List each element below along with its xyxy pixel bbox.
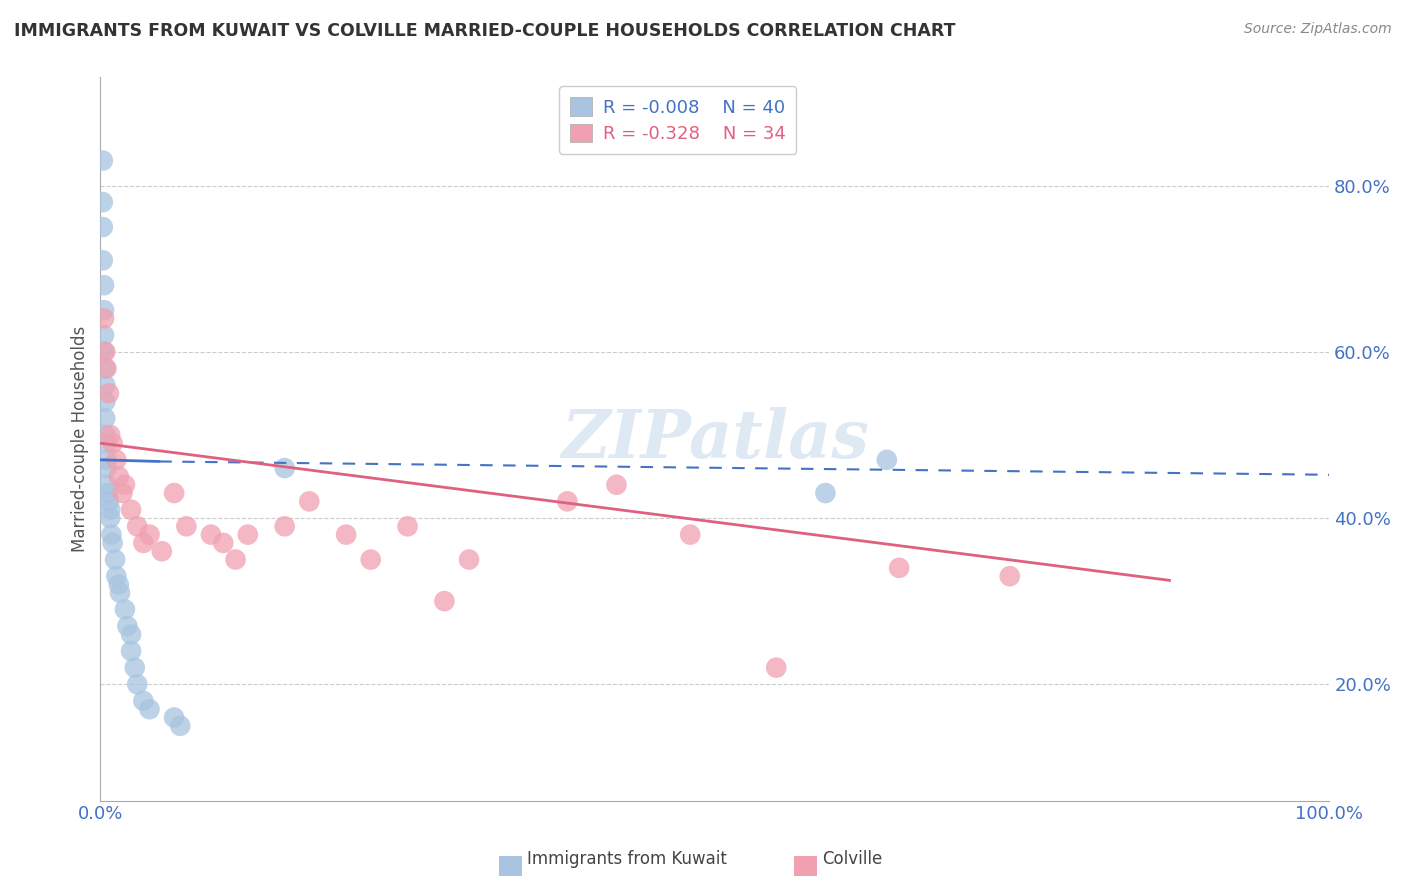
Point <box>876 452 898 467</box>
Point <box>98 511 121 525</box>
Point <box>96 361 118 376</box>
Point <box>111 486 134 500</box>
Point <box>93 344 115 359</box>
Point <box>94 361 117 376</box>
Point <box>132 536 155 550</box>
Point <box>176 519 198 533</box>
Point <box>273 461 295 475</box>
Point <box>96 477 118 491</box>
Point <box>91 220 114 235</box>
Point <box>91 153 114 168</box>
Point <box>150 544 173 558</box>
Point <box>120 627 142 641</box>
Point <box>96 436 118 450</box>
Point <box>100 527 122 541</box>
Point <box>605 477 627 491</box>
Point <box>273 519 295 533</box>
Point <box>98 428 121 442</box>
Point <box>98 502 121 516</box>
Point <box>225 552 247 566</box>
Point <box>298 494 321 508</box>
Point <box>97 494 120 508</box>
Point <box>127 519 149 533</box>
Text: Source: ZipAtlas.com: Source: ZipAtlas.com <box>1244 22 1392 37</box>
Point <box>335 527 357 541</box>
Text: Immigrants from Kuwait: Immigrants from Kuwait <box>527 850 727 868</box>
Point <box>433 594 456 608</box>
Point <box>124 660 146 674</box>
Point <box>765 660 787 674</box>
Point <box>127 677 149 691</box>
Point <box>163 486 186 500</box>
Point <box>458 552 481 566</box>
Point <box>94 428 117 442</box>
Point <box>94 394 117 409</box>
Y-axis label: Married-couple Households: Married-couple Households <box>72 326 89 552</box>
Point <box>97 386 120 401</box>
Point <box>200 527 222 541</box>
Point <box>91 195 114 210</box>
Point <box>96 461 118 475</box>
Text: Colville: Colville <box>823 850 883 868</box>
Point <box>998 569 1021 583</box>
Point <box>138 527 160 541</box>
Point <box>107 469 129 483</box>
Point <box>557 494 579 508</box>
Point <box>105 452 128 467</box>
Point <box>91 253 114 268</box>
Text: ZIPatlas: ZIPatlas <box>561 407 869 472</box>
Point <box>94 378 117 392</box>
Point <box>104 552 127 566</box>
Point <box>107 577 129 591</box>
Point <box>96 452 118 467</box>
Point <box>132 694 155 708</box>
Point <box>679 527 702 541</box>
Legend: R = -0.008    N = 40, R = -0.328    N = 34: R = -0.008 N = 40, R = -0.328 N = 34 <box>560 87 796 154</box>
Point <box>105 569 128 583</box>
Point <box>120 502 142 516</box>
Point <box>108 586 131 600</box>
Point <box>101 536 124 550</box>
Point <box>94 344 117 359</box>
Text: IMMIGRANTS FROM KUWAIT VS COLVILLE MARRIED-COUPLE HOUSEHOLDS CORRELATION CHART: IMMIGRANTS FROM KUWAIT VS COLVILLE MARRI… <box>14 22 956 40</box>
Point <box>212 536 235 550</box>
Point <box>97 486 120 500</box>
Point <box>93 278 115 293</box>
Point <box>114 477 136 491</box>
Point <box>138 702 160 716</box>
Point <box>101 436 124 450</box>
Point <box>117 619 139 633</box>
Point <box>120 644 142 658</box>
Point <box>93 328 115 343</box>
Point <box>93 303 115 318</box>
Point <box>169 719 191 733</box>
Point <box>114 602 136 616</box>
Point <box>94 411 117 425</box>
Point <box>814 486 837 500</box>
Point <box>236 527 259 541</box>
Point <box>93 311 115 326</box>
Point <box>360 552 382 566</box>
Point <box>396 519 419 533</box>
Point <box>163 710 186 724</box>
Point <box>889 561 911 575</box>
